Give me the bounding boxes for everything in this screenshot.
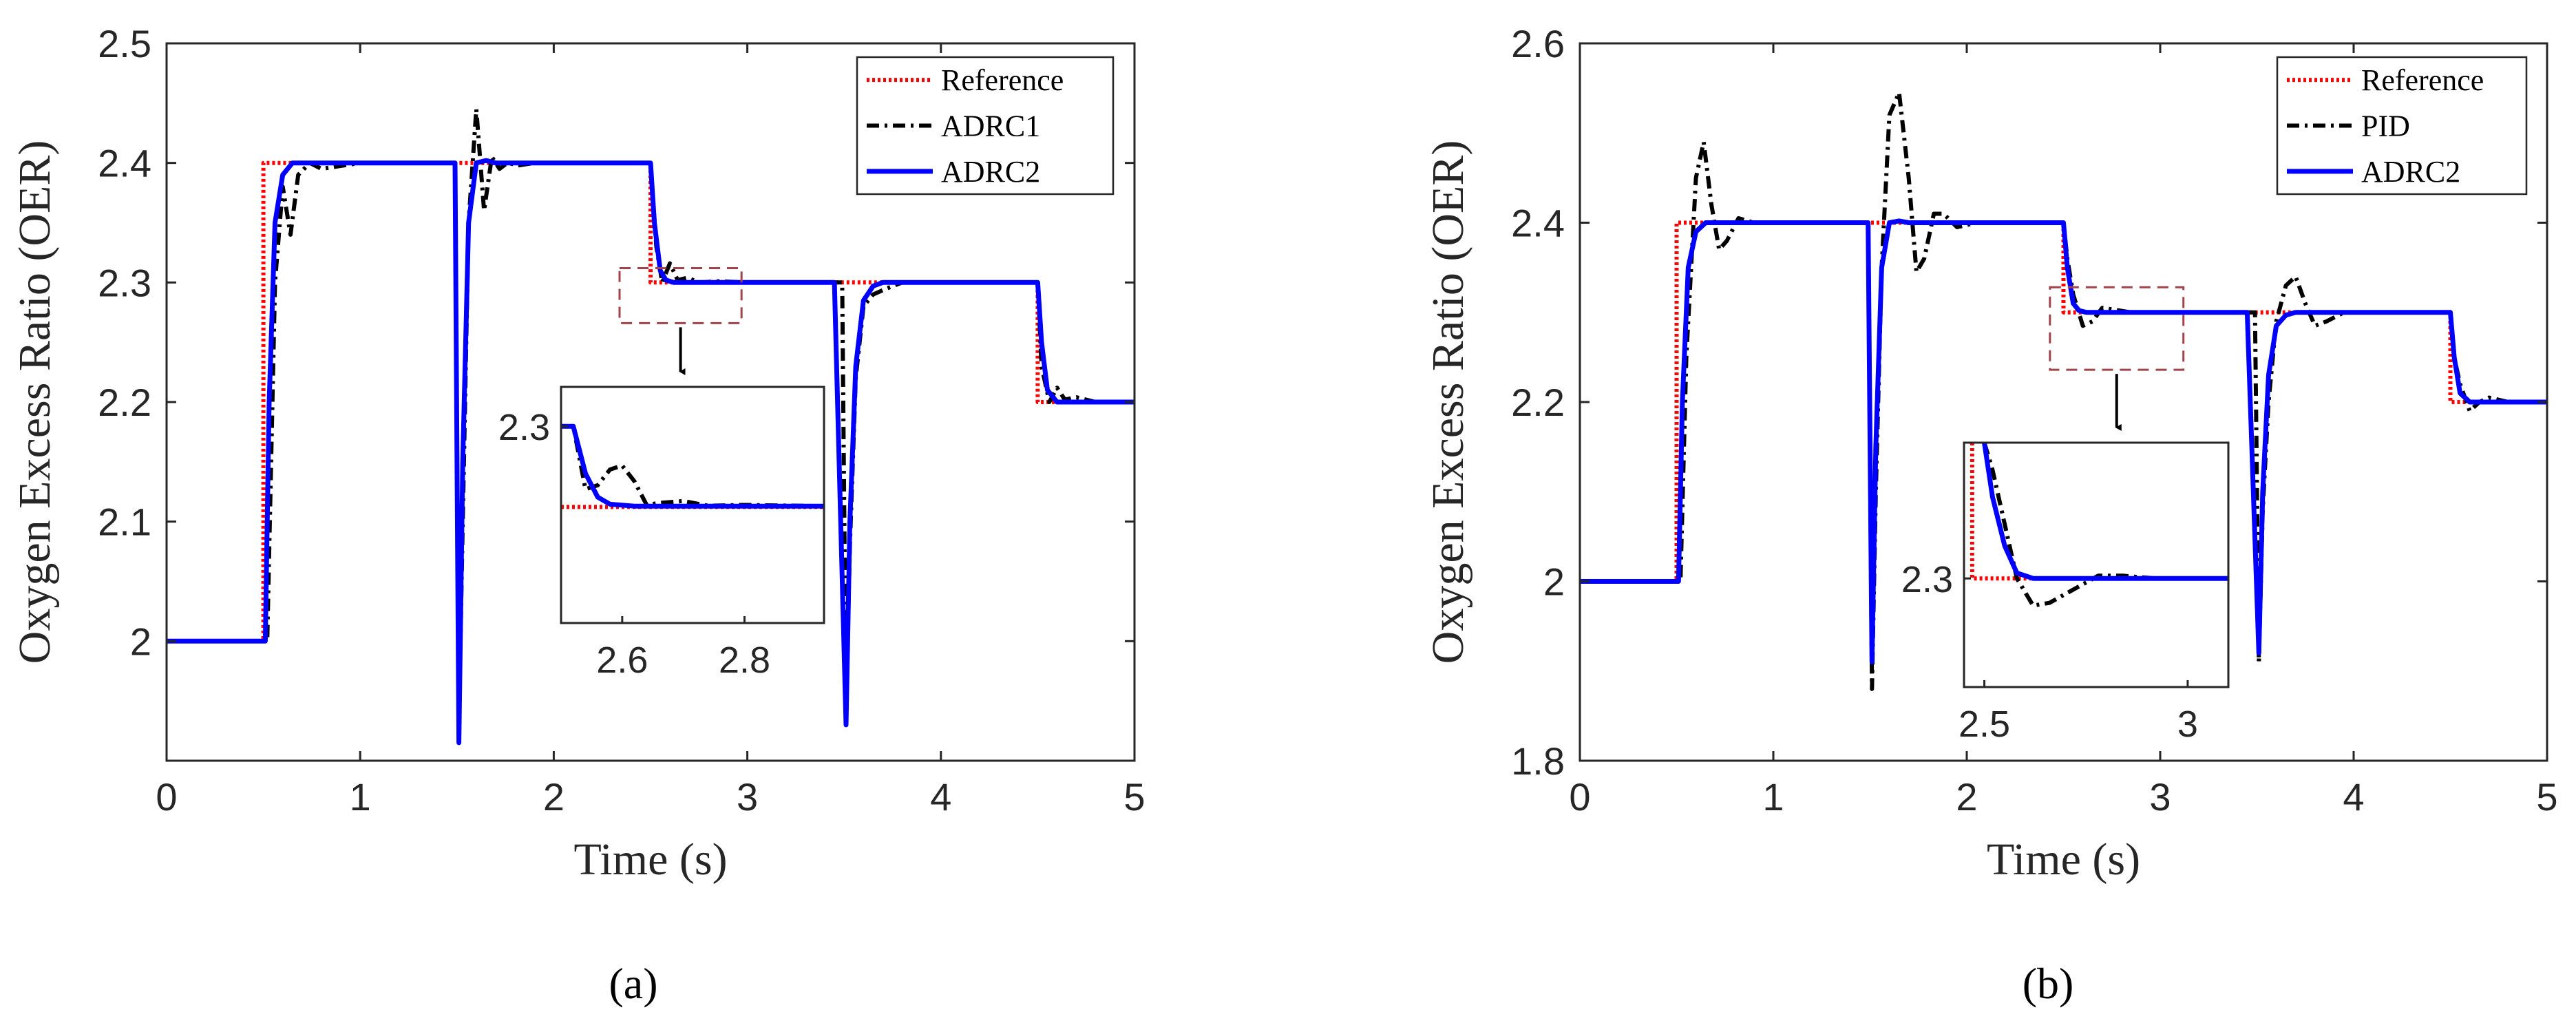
- y-axis-label: Oxygen Excess Ratio (OER): [10, 140, 60, 664]
- x-tick-label: 1: [1762, 775, 1784, 819]
- x-tick-label: 2: [543, 775, 564, 819]
- y-tick-label: 2: [130, 620, 151, 663]
- inset-x-tick-label: 2.8: [719, 640, 770, 681]
- x-tick-label: 3: [737, 775, 758, 819]
- legend-entry-adrc1: ADRC1: [941, 109, 1040, 143]
- x-tick-label: 0: [1569, 775, 1590, 819]
- inset-x-tick-label: 3: [2177, 704, 2198, 745]
- inset-y-tick-label: 2.3: [498, 407, 550, 448]
- y-tick-label: 2.4: [98, 142, 151, 185]
- legend-entry-adrc2: ADRC2: [2361, 155, 2460, 189]
- series-line-reference: [167, 160, 1134, 644]
- series-line-adrc2: [167, 158, 1134, 746]
- inset-series-line-adrc2: [1982, 443, 2228, 581]
- legend-entry-pid: PID: [2361, 109, 2410, 143]
- y-tick-label: 2.3: [98, 261, 151, 304]
- chart-panel-a: 0 1 2 3 4 5 2 2.1 2.2 2.3 2.4 2.5 Time (s) Oxygen Exc…: [10, 22, 1146, 885]
- chart-panel-b: 0 1 2 3 4 5 1.8 2 2.2 2.4 2.6 Time (s) Oxygen Excess…: [1423, 22, 2558, 885]
- y-tick-label: 2.6: [1511, 22, 1565, 65]
- panel-label-a: (a): [609, 959, 657, 1008]
- y-tick-label: 1.8: [1511, 739, 1565, 783]
- x-axis-label: Time (s): [573, 834, 727, 885]
- legend: Reference PID ADRC2: [2276, 56, 2528, 196]
- series-group: [1580, 90, 2547, 691]
- x-tick-label: 3: [2149, 775, 2171, 819]
- y-tick-label: 2.1: [98, 500, 151, 544]
- y-tick-label: 2.5: [98, 22, 151, 65]
- inset-plot: 2.5 3 2.3: [1901, 441, 2230, 745]
- x-tick-label: 5: [2536, 775, 2557, 819]
- y-tick-label: 2: [1543, 560, 1565, 604]
- legend-entry-reference: Reference: [941, 63, 1064, 97]
- inset-series-line-adrc2: [561, 423, 824, 509]
- inset-x-tick-label: 2.6: [596, 640, 648, 681]
- inset-x-tick-label: 2.5: [1959, 704, 2010, 745]
- inset-frame: [560, 386, 825, 624]
- y-tick-label: 2.4: [1511, 202, 1565, 245]
- zoom-box: [618, 266, 743, 324]
- x-tick-label: 2: [1956, 775, 1977, 819]
- y-tick-label: 2.2: [98, 381, 151, 424]
- y-axis-label: Oxygen Excess Ratio (OER): [1423, 140, 1473, 664]
- y-tick-label: 2.2: [1511, 381, 1565, 424]
- x-tick-label: 4: [2343, 775, 2364, 819]
- legend-entry-reference: Reference: [2361, 63, 2484, 97]
- inset-frame: [1963, 441, 2230, 688]
- legend: Reference ADRC1 ADRC2: [856, 56, 1115, 196]
- inset-plot: 2.6 2.8 2.3: [498, 386, 825, 681]
- panel-label-b: (b): [2023, 959, 2074, 1008]
- inset-y-tick-label: 2.3: [1901, 559, 1953, 600]
- zoom-box: [2049, 286, 2185, 371]
- inset-series-line-adrc1: [561, 424, 824, 509]
- series-group: [167, 107, 1134, 746]
- x-tick-label: 5: [1123, 775, 1145, 819]
- series-line-reference: [1580, 220, 2547, 584]
- x-tick-label: 0: [156, 775, 177, 819]
- x-axis-label: Time (s): [1987, 834, 2140, 885]
- x-tick-label: 1: [350, 775, 371, 819]
- series-line-adrc2: [1580, 218, 2547, 665]
- legend-entry-adrc2: ADRC2: [941, 155, 1040, 189]
- x-tick-label: 4: [930, 775, 951, 819]
